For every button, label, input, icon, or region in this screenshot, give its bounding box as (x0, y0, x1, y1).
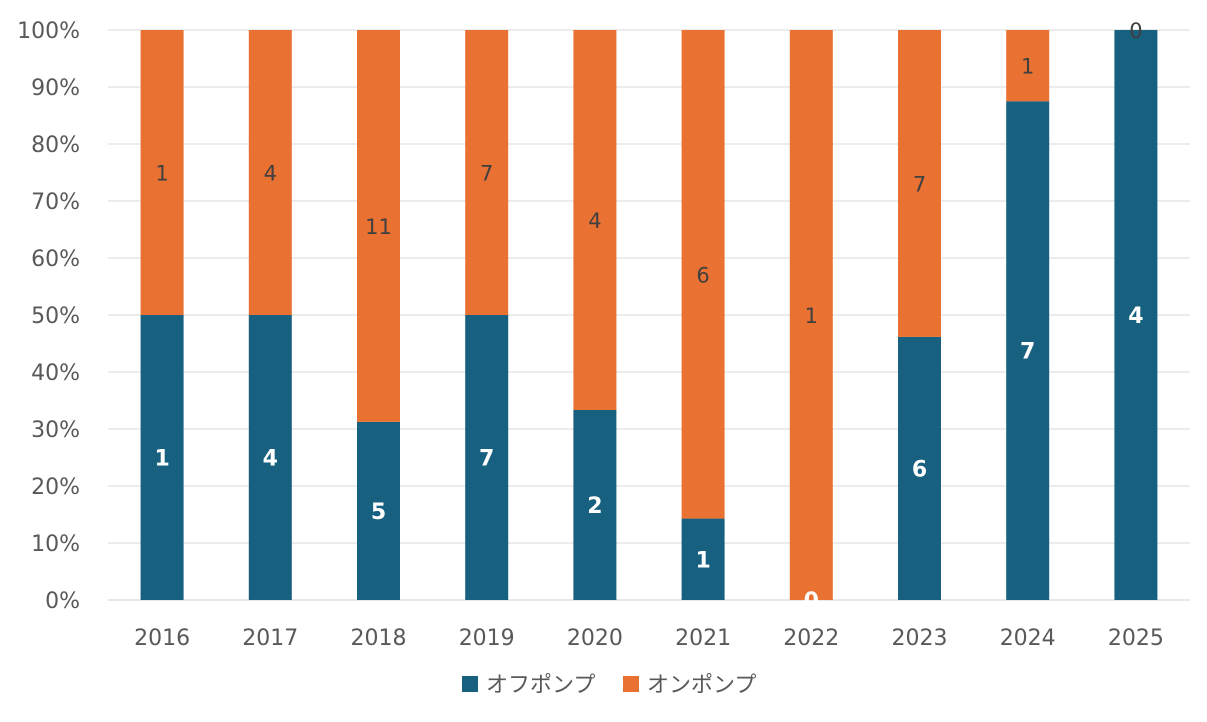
legend-swatch (623, 676, 639, 692)
data-label: 1 (154, 447, 169, 472)
bar-segment (898, 30, 941, 337)
y-axis-tick-labels: 0% 10% 20% 30% 40% 50% 60% 70% 80% 90% 100% (17, 19, 80, 614)
bar-segment (140, 315, 184, 600)
data-label: 4 (263, 447, 278, 472)
y-tick-label: 50% (31, 304, 80, 329)
y-tick-label: 20% (31, 475, 80, 500)
y-tick-label: 80% (31, 133, 80, 158)
y-tick-label: 70% (31, 190, 80, 215)
data-label: 1 (1021, 55, 1034, 79)
bar-segment (573, 410, 617, 600)
data-label: 1 (155, 162, 168, 186)
data-label: 7 (913, 172, 926, 196)
x-tick-label: 2020 (567, 626, 623, 651)
x-tick-label: 2021 (675, 626, 731, 651)
bar-segment (898, 336, 941, 600)
bar-segment (681, 518, 725, 600)
data-label: 0 (804, 589, 819, 614)
x-tick-label: 2024 (1000, 626, 1056, 651)
x-tick-label: 2025 (1108, 626, 1164, 651)
bar-segment (789, 30, 833, 600)
data-label: 1 (695, 548, 710, 573)
y-tick-label: 90% (31, 76, 80, 101)
bar-segment (248, 315, 292, 600)
data-label: 4 (264, 162, 277, 186)
x-tick-label: 2017 (242, 626, 298, 651)
bar-segment (140, 30, 184, 315)
x-tick-label: 2019 (459, 626, 515, 651)
data-label: 6 (696, 263, 709, 287)
legend: オフポンプ オンポンプ (462, 673, 756, 698)
bar-segment (357, 30, 400, 422)
bar-segment (465, 315, 509, 600)
bar-segment (248, 30, 292, 315)
bar-segment (573, 30, 617, 410)
data-label: 4 (1128, 304, 1143, 329)
x-tick-label: 2018 (351, 626, 407, 651)
y-tick-label: 0% (45, 589, 80, 614)
legend-label: オンポンプ (647, 673, 756, 698)
x-axis-tick-labels: 2016 2017 2018 2019 2020 2021 2022 2023 2024 2025 (134, 626, 1164, 651)
y-tick-label: 100% (17, 19, 80, 44)
bar-segment (1114, 30, 1158, 600)
data-label: 0 (1129, 19, 1142, 43)
bars (140, 30, 1158, 600)
legend-label: オフポンプ (486, 673, 595, 698)
data-label: 7 (1020, 340, 1035, 365)
bar-segment (465, 30, 509, 315)
y-tick-label: 60% (31, 247, 80, 272)
data-label: 11 (365, 215, 392, 239)
bar-segment (681, 30, 725, 519)
y-tick-label: 10% (31, 532, 80, 557)
bar-segment (1006, 101, 1050, 600)
bar-segment (1006, 30, 1050, 102)
data-label: 6 (912, 457, 927, 482)
legend-swatch (462, 676, 478, 692)
data-label: 7 (480, 162, 493, 186)
data-label: 4 (588, 209, 601, 233)
y-tick-label: 40% (31, 361, 80, 386)
x-tick-label: 2016 (134, 626, 190, 651)
data-label: 7 (479, 447, 494, 472)
data-label: 5 (371, 500, 386, 525)
bar-segment (357, 421, 400, 600)
x-tick-label: 2023 (892, 626, 948, 651)
y-tick-label: 30% (31, 418, 80, 443)
x-tick-label: 2022 (783, 626, 839, 651)
data-label: 2 (587, 494, 602, 519)
data-label: 1 (805, 304, 818, 328)
